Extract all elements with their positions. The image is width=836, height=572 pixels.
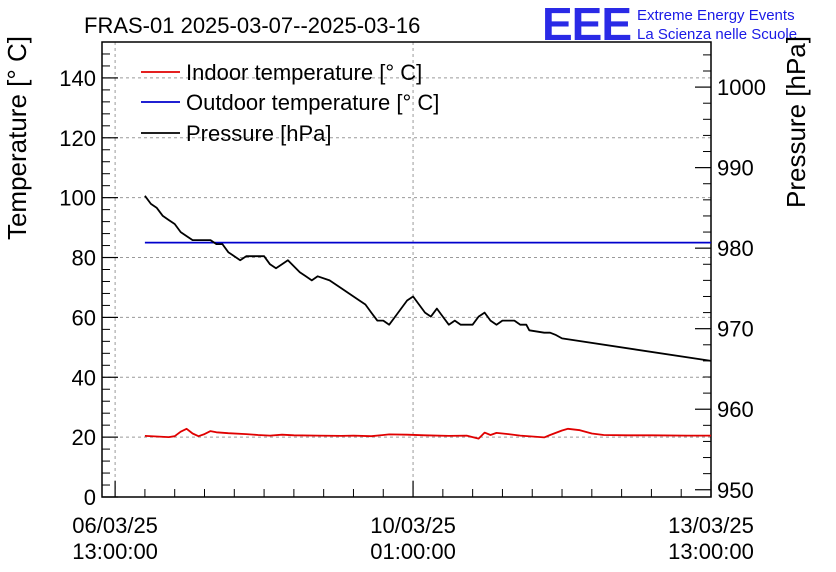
left-tick-label: 40 — [72, 365, 96, 390]
series-group — [144, 195, 712, 440]
x-tick-date: 06/03/25 — [72, 513, 158, 538]
right-tick-label: 970 — [717, 317, 754, 342]
left-tick-label: 140 — [59, 66, 96, 91]
axes — [101, 41, 712, 498]
right-axis-title: Pressure [hPa] — [781, 36, 811, 208]
right-tick-label: 1000 — [717, 75, 766, 100]
x-tick-date: 13/03/25 — [668, 513, 754, 538]
x-tick-date: 10/03/25 — [370, 513, 456, 538]
right-tick-label: 980 — [717, 236, 754, 261]
left-tick-label: 100 — [59, 186, 96, 211]
pressure-line — [144, 195, 712, 362]
x-tick-time: 01:00:00 — [370, 539, 456, 564]
right-tick-label: 950 — [717, 478, 754, 503]
x-axis-ticks: 06/03/2513:00:0010/03/2501:00:0013/03/25… — [72, 513, 754, 564]
left-axis-title: Temperature [° C] — [2, 36, 32, 240]
legend: Indoor temperature [° C] Outdoor tempera… — [141, 60, 439, 146]
left-tick-label: 20 — [72, 425, 96, 450]
right-tick-label: 960 — [717, 397, 754, 422]
legend-label-outdoor: Outdoor temperature [° C] — [186, 90, 439, 115]
left-tick-label: 60 — [72, 305, 96, 330]
eee-logo: EEE Extreme Energy Events La Scienza nel… — [542, 0, 797, 50]
eee-logo-line2: La Scienza nelle Scuole — [637, 26, 797, 43]
x-tick-time: 13:00:00 — [72, 539, 158, 564]
legend-label-indoor: Indoor temperature [° C] — [186, 60, 422, 85]
eee-logo-line1: Extreme Energy Events — [637, 7, 795, 24]
left-tick-label: 80 — [72, 246, 96, 271]
left-tick-label: 120 — [59, 126, 96, 151]
indoor-temperature-line — [144, 427, 711, 440]
legend-label-pressure: Pressure [hPa] — [186, 121, 332, 146]
right-axis-ticks: 950 960 970 980 990 1000 — [717, 75, 766, 503]
chart-title: FRAS-01 2025-03-07--2025-03-16 — [84, 13, 420, 38]
right-tick-label: 990 — [717, 156, 754, 181]
x-tick-time: 13:00:00 — [668, 539, 754, 564]
left-tick-label: 0 — [84, 485, 96, 510]
left-axis-ticks: 0 20 40 60 80 100 120 140 — [59, 66, 96, 510]
